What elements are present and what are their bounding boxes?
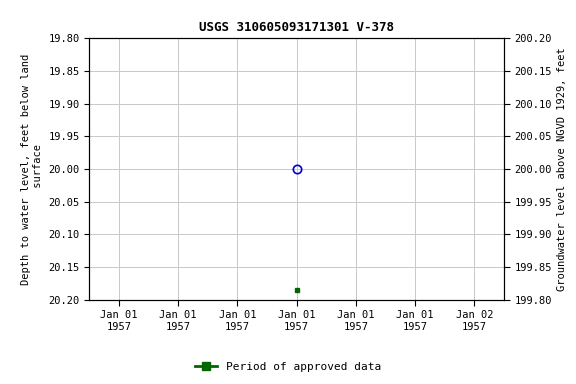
- Legend: Period of approved data: Period of approved data: [191, 358, 385, 377]
- Y-axis label: Depth to water level, feet below land
 surface: Depth to water level, feet below land su…: [21, 53, 43, 285]
- Title: USGS 310605093171301 V-378: USGS 310605093171301 V-378: [199, 22, 394, 35]
- Y-axis label: Groundwater level above NGVD 1929, feet: Groundwater level above NGVD 1929, feet: [558, 47, 567, 291]
